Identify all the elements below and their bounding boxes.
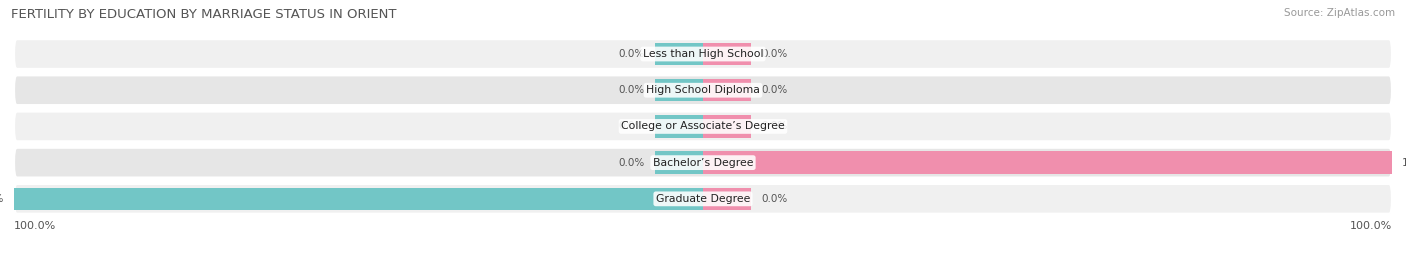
Bar bbox=[703, 151, 1392, 174]
FancyBboxPatch shape bbox=[14, 148, 1392, 178]
Text: 100.0%: 100.0% bbox=[0, 194, 4, 204]
Bar bbox=[655, 151, 703, 174]
Text: FERTILITY BY EDUCATION BY MARRIAGE STATUS IN ORIENT: FERTILITY BY EDUCATION BY MARRIAGE STATU… bbox=[11, 8, 396, 21]
Text: 0.0%: 0.0% bbox=[762, 121, 787, 132]
FancyBboxPatch shape bbox=[14, 39, 1392, 69]
Bar bbox=[655, 79, 703, 101]
Text: Source: ZipAtlas.com: Source: ZipAtlas.com bbox=[1284, 8, 1395, 18]
Text: 0.0%: 0.0% bbox=[619, 49, 644, 59]
Bar bbox=[703, 188, 751, 210]
Text: Bachelor’s Degree: Bachelor’s Degree bbox=[652, 158, 754, 168]
Text: 100.0%: 100.0% bbox=[1402, 158, 1406, 168]
Text: 100.0%: 100.0% bbox=[14, 221, 56, 231]
Bar bbox=[703, 79, 751, 101]
Bar bbox=[655, 43, 703, 65]
Bar bbox=[14, 188, 703, 210]
FancyBboxPatch shape bbox=[14, 184, 1392, 214]
Bar bbox=[703, 115, 751, 138]
Text: Graduate Degree: Graduate Degree bbox=[655, 194, 751, 204]
Bar bbox=[655, 115, 703, 138]
Text: 0.0%: 0.0% bbox=[619, 158, 644, 168]
Text: College or Associate’s Degree: College or Associate’s Degree bbox=[621, 121, 785, 132]
Text: 0.0%: 0.0% bbox=[762, 49, 787, 59]
Text: 0.0%: 0.0% bbox=[619, 85, 644, 95]
FancyBboxPatch shape bbox=[14, 75, 1392, 105]
Text: Less than High School: Less than High School bbox=[643, 49, 763, 59]
Text: 100.0%: 100.0% bbox=[1350, 221, 1392, 231]
Text: 0.0%: 0.0% bbox=[619, 121, 644, 132]
Text: High School Diploma: High School Diploma bbox=[647, 85, 759, 95]
Text: 0.0%: 0.0% bbox=[762, 194, 787, 204]
FancyBboxPatch shape bbox=[14, 112, 1392, 141]
Bar bbox=[703, 43, 751, 65]
Text: 0.0%: 0.0% bbox=[762, 85, 787, 95]
